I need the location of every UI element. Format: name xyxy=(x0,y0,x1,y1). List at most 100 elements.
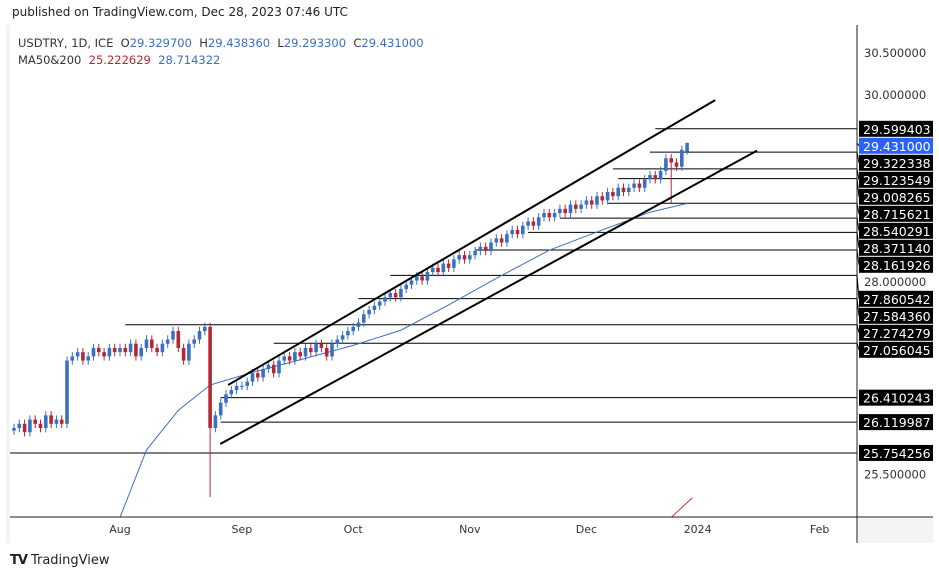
y-tick-text: 25.500000 xyxy=(864,467,926,481)
candle-body xyxy=(505,234,509,243)
candle xyxy=(510,225,514,239)
candle xyxy=(176,326,181,353)
candle-body xyxy=(22,423,27,433)
candle-body xyxy=(595,196,599,205)
candle-body xyxy=(600,196,605,201)
candle-body xyxy=(372,305,377,310)
x-tick-label: Sep xyxy=(232,523,253,536)
candle xyxy=(33,415,37,429)
candle-body xyxy=(197,331,202,340)
y-tick-label: 28.000000 xyxy=(864,275,926,289)
candle xyxy=(224,390,228,407)
level-price-label: 27.860542 xyxy=(856,275,933,307)
candle-body xyxy=(351,326,355,332)
price-label-text: 29.322338 xyxy=(863,156,931,171)
candle-body xyxy=(155,347,159,353)
candle xyxy=(452,255,456,273)
candle xyxy=(134,339,138,361)
candle xyxy=(54,415,59,429)
price-label-text: 28.371140 xyxy=(863,241,931,256)
candle xyxy=(44,411,48,433)
candle-body xyxy=(335,339,340,344)
label-leader xyxy=(856,249,860,265)
symbol-label[interactable]: USDTRY, 1D, ICE xyxy=(18,36,114,50)
price-label-text: 28.715621 xyxy=(863,207,931,222)
candle-body xyxy=(176,331,181,348)
candle-body xyxy=(658,170,663,180)
candle-body xyxy=(293,352,297,361)
candle-body xyxy=(616,187,620,197)
level-price-label: 28.540291 xyxy=(856,218,933,239)
candle-body xyxy=(70,356,75,361)
price-label-bg xyxy=(859,341,933,358)
candle xyxy=(271,360,276,378)
candle xyxy=(340,331,345,344)
candle-body xyxy=(574,204,578,209)
candle xyxy=(362,309,366,327)
candle-body xyxy=(680,149,684,167)
candle-body xyxy=(261,369,265,378)
open-value: 29.329700 xyxy=(129,36,192,50)
candle-body xyxy=(319,343,324,348)
candle-body xyxy=(552,213,557,218)
candle xyxy=(70,352,75,365)
candle xyxy=(642,175,647,192)
candle xyxy=(150,335,154,353)
candle-body xyxy=(393,293,398,298)
tradingview-logo[interactable]: TV TradingView xyxy=(10,553,109,568)
candle-body xyxy=(446,263,451,268)
candle-body xyxy=(181,347,186,361)
candle-body xyxy=(547,213,552,218)
candle-body xyxy=(150,339,154,348)
candle-body xyxy=(330,343,334,357)
candle xyxy=(335,335,340,348)
candle xyxy=(674,158,679,171)
price-label-bg xyxy=(859,324,933,341)
price-label-bg xyxy=(859,256,933,273)
candle-body xyxy=(489,242,493,251)
label-leader xyxy=(856,218,860,231)
candle xyxy=(293,347,297,365)
candle-body xyxy=(664,158,668,171)
candle-body xyxy=(44,415,48,429)
candle-body xyxy=(367,309,371,315)
candle-body xyxy=(139,347,143,357)
candle xyxy=(165,335,170,348)
candle-body xyxy=(203,326,207,332)
candle xyxy=(309,343,313,357)
candle xyxy=(277,356,281,378)
candle-body xyxy=(144,339,149,348)
candle xyxy=(75,347,80,361)
price-label-text: 26.119987 xyxy=(863,415,931,430)
candle-body xyxy=(112,347,117,353)
candle xyxy=(12,423,16,435)
candle xyxy=(213,411,218,433)
candle-body xyxy=(494,238,499,243)
candle-body xyxy=(627,187,631,192)
candle xyxy=(123,343,128,357)
candle xyxy=(49,411,53,429)
candle-body xyxy=(266,364,271,370)
candle-body xyxy=(192,339,196,344)
candle xyxy=(181,343,186,365)
candle-body xyxy=(240,385,244,387)
candle xyxy=(298,347,302,361)
ma-label[interactable]: MA50&200 xyxy=(18,53,82,67)
ohlc-row: USDTRY, 1D, ICE O29.329700 H29.438360 L2… xyxy=(18,35,424,52)
candle xyxy=(526,217,530,230)
candle xyxy=(38,419,43,433)
candle-body xyxy=(128,343,133,353)
candle-body xyxy=(107,347,112,357)
candle-body xyxy=(277,360,281,374)
candle-body xyxy=(632,183,636,188)
candle-body xyxy=(314,343,318,353)
candle xyxy=(494,234,499,247)
price-label-text: 26.410243 xyxy=(863,391,931,406)
candle xyxy=(208,322,212,498)
candle-body xyxy=(346,331,350,336)
candle-body xyxy=(81,352,85,361)
low-value: 29.293300 xyxy=(283,36,347,50)
candle xyxy=(595,191,599,209)
price-label-text: 25.754256 xyxy=(863,446,931,461)
